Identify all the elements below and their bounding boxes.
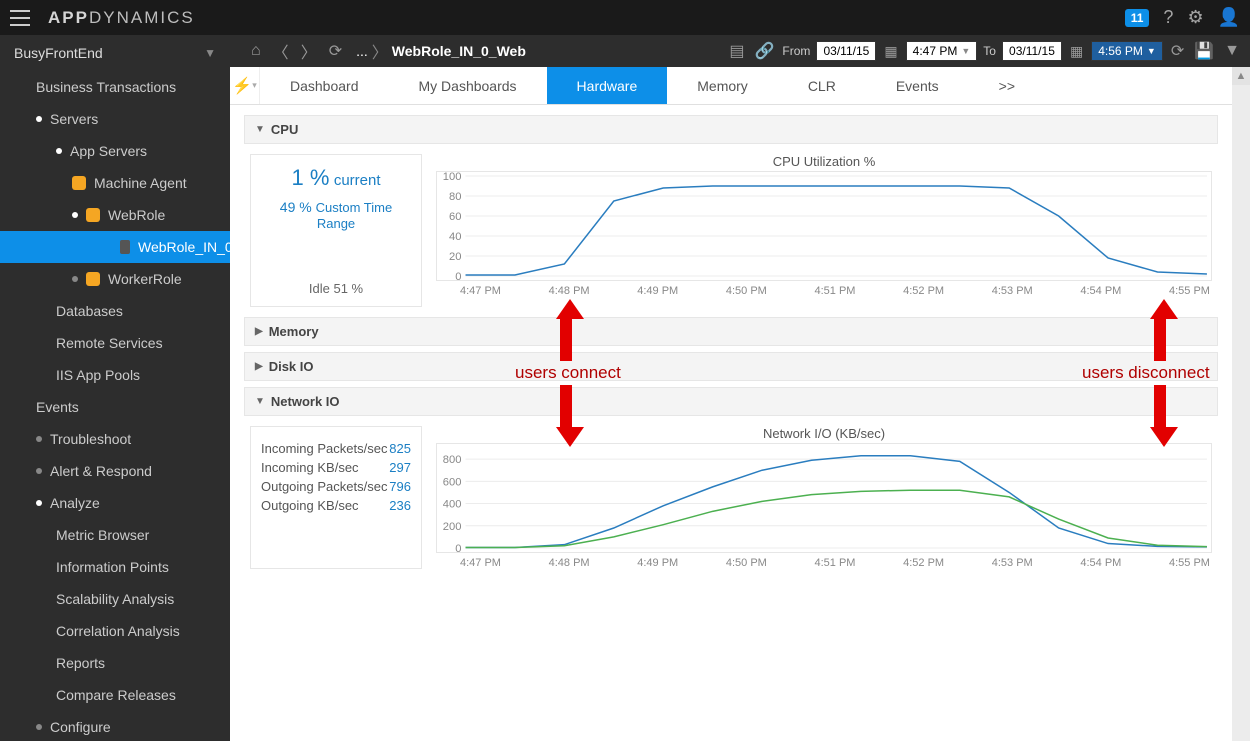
main-panel: ⚡▾ DashboardMy DashboardsHardwareMemoryC… (230, 67, 1232, 741)
section-header-memory[interactable]: ▶Memory (244, 317, 1218, 346)
cpu-chart: CPU Utilization % 020406080100 4:47 PM4:… (436, 154, 1212, 307)
network-chart: Network I/O (KB/sec) 0200400600800 4:47 … (436, 426, 1212, 569)
svg-text:0: 0 (455, 543, 461, 552)
from-date-input[interactable]: 03/11/15 (816, 41, 876, 61)
sidebar-item[interactable]: Scalability Analysis (0, 583, 230, 615)
sidebar-item[interactable]: WebRole (0, 199, 230, 231)
sidebar-item[interactable]: Configure (0, 711, 230, 743)
sidebar-item[interactable]: Correlation Analysis (0, 615, 230, 647)
cpu-summary-card: 1 % current 49 % Custom Time Range Idle … (250, 154, 422, 307)
sidebar-item[interactable]: Compare Releases (0, 679, 230, 711)
scrollbar[interactable]: ▲ (1232, 67, 1250, 741)
sidebar-item[interactable]: Analyze (0, 487, 230, 519)
sidebar-item[interactable]: Reports (0, 647, 230, 679)
refresh-icon[interactable]: ⟳ (329, 41, 342, 61)
svg-text:600: 600 (443, 476, 462, 488)
tab[interactable]: CLR (778, 67, 866, 104)
to-label: To (983, 44, 996, 58)
back-icon[interactable]: 〈 (273, 39, 289, 63)
svg-text:100: 100 (443, 172, 462, 183)
sidebar-item[interactable]: Servers (0, 103, 230, 135)
metric-row: Incoming Packets/sec825 (261, 441, 411, 456)
breadcrumb-ellipsis[interactable]: ... (356, 43, 368, 59)
gear-icon[interactable]: ⚙ (1187, 7, 1203, 28)
topbar: APPDYNAMICS 11 ? ⚙ 👤 (0, 0, 1250, 35)
sidebar-item[interactable]: Troubleshoot (0, 423, 230, 455)
tab[interactable]: My Dashboards (389, 67, 547, 104)
logo: APPDYNAMICS (48, 8, 195, 28)
calendar-icon[interactable]: ▦ (884, 43, 897, 60)
svg-text:200: 200 (443, 521, 462, 533)
section-header-cpu[interactable]: ▼CPU (244, 115, 1218, 144)
breadcrumb-current: WebRole_IN_0_Web (392, 43, 526, 59)
svg-text:0: 0 (455, 271, 461, 280)
svg-text:400: 400 (443, 499, 462, 511)
menu-icon[interactable] (10, 10, 30, 26)
svg-text:60: 60 (449, 211, 461, 223)
section-header-diskio[interactable]: ▶Disk IO (244, 352, 1218, 381)
to-time-input[interactable]: 4:56 PM▼ (1091, 41, 1163, 61)
metric-row: Outgoing Packets/sec796 (261, 479, 411, 494)
notification-badge[interactable]: 11 (1125, 9, 1150, 27)
sidebar-item[interactable]: IIS App Pools (0, 359, 230, 391)
help-icon[interactable]: ? (1163, 7, 1173, 28)
tab[interactable]: Memory (667, 67, 778, 104)
sidebar-item[interactable]: Remote Services (0, 327, 230, 359)
sidebar-item[interactable]: WebRole_IN_0... (0, 231, 230, 263)
svg-text:40: 40 (449, 231, 461, 243)
sidebar-item[interactable]: Databases (0, 295, 230, 327)
link-icon[interactable]: 🔗 (755, 41, 775, 61)
home-icon[interactable]: ⌂ (251, 42, 261, 60)
forward-icon[interactable]: 〉 (301, 39, 317, 63)
sidebar-item[interactable]: Information Points (0, 551, 230, 583)
tabs: ⚡▾ DashboardMy DashboardsHardwareMemoryC… (230, 67, 1232, 105)
tab[interactable]: Events (866, 67, 969, 104)
to-date-input[interactable]: 03/11/15 (1002, 41, 1062, 61)
sidebar-item[interactable]: Events (0, 391, 230, 423)
metric-row: Incoming KB/sec297 (261, 460, 411, 475)
reload-icon[interactable]: ⟳ (1171, 41, 1184, 61)
sidebar-item[interactable]: Machine Agent (0, 167, 230, 199)
section-cpu: ▼CPU 1 % current 49 % Custom Time Range … (244, 115, 1218, 311)
bolt-icon[interactable]: ⚡▾ (230, 67, 260, 104)
tab[interactable]: Hardware (547, 67, 668, 104)
section-netio: ▼Network IO Incoming Packets/sec825Incom… (244, 387, 1218, 573)
list-icon[interactable]: ▤ (729, 41, 744, 61)
network-summary-card: Incoming Packets/sec825 Incoming KB/sec29… (250, 426, 422, 569)
calendar-icon[interactable]: ▦ (1070, 43, 1083, 60)
sidebar-app-selector[interactable]: BusyFrontEnd▼ (0, 35, 230, 71)
tab[interactable]: >> (969, 67, 1045, 104)
sidebar: BusyFrontEnd▼ Business TransactionsServe… (0, 35, 230, 741)
from-label: From (782, 44, 810, 58)
user-icon[interactable]: 👤 (1218, 7, 1240, 28)
sidebar-item[interactable]: Business Transactions (0, 71, 230, 103)
sidebar-item[interactable]: Alert & Respond (0, 455, 230, 487)
tab[interactable]: Dashboard (260, 67, 389, 104)
sidebar-item[interactable]: WorkerRole (0, 263, 230, 295)
breadcrumb: ... 〉 WebRole_IN_0_Web (356, 39, 526, 63)
section-header-netio[interactable]: ▼Network IO (244, 387, 1218, 416)
svg-text:20: 20 (449, 251, 461, 263)
sidebar-item[interactable]: App Servers (0, 135, 230, 167)
section-diskio: ▶Disk IO (244, 352, 1218, 381)
sidebar-item[interactable]: Metric Browser (0, 519, 230, 551)
section-memory: ▶Memory (244, 317, 1218, 346)
svg-text:800: 800 (443, 454, 462, 466)
chevron-down-icon[interactable]: ▼ (1224, 42, 1240, 60)
metric-row: Outgoing KB/sec236 (261, 498, 411, 513)
from-time-input[interactable]: 4:47 PM▼ (906, 41, 978, 61)
svg-text:80: 80 (449, 191, 461, 203)
save-icon[interactable]: 💾 (1194, 41, 1214, 61)
